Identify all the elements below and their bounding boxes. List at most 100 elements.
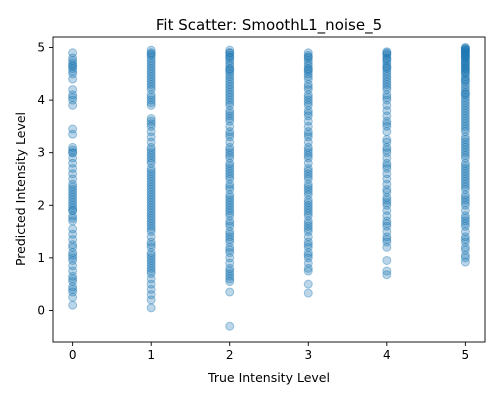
scatter-point xyxy=(460,69,470,79)
scatter-point xyxy=(225,266,235,276)
scatter-point xyxy=(146,153,156,163)
scatter-point xyxy=(225,148,235,158)
scatter-point xyxy=(460,211,470,221)
scatter-point xyxy=(146,100,156,110)
scatter-point xyxy=(68,277,78,287)
scatter-point xyxy=(68,211,78,221)
scatter-point xyxy=(460,179,470,189)
scatter-point xyxy=(68,90,78,100)
scatter-point xyxy=(460,43,470,53)
scatter-point xyxy=(68,206,78,216)
scatter-point xyxy=(382,95,392,105)
scatter-point xyxy=(303,263,313,273)
scatter-point xyxy=(303,288,313,298)
scatter-point xyxy=(382,153,392,163)
scatter-point xyxy=(225,229,235,239)
scatter-point xyxy=(68,261,78,271)
scatter-point xyxy=(303,132,313,142)
scatter-point xyxy=(225,69,235,79)
scatter-point xyxy=(225,242,235,252)
scatter-point xyxy=(225,166,235,176)
scatter-point xyxy=(303,66,313,76)
scatter-point xyxy=(382,127,392,137)
scatter-point xyxy=(303,237,313,247)
scatter-point xyxy=(460,111,470,121)
scatter-point xyxy=(460,185,470,194)
scatter-point xyxy=(382,174,392,184)
scatter-point xyxy=(382,47,392,57)
scatter-point xyxy=(68,250,78,260)
scatter-point xyxy=(460,232,470,242)
scatter-point xyxy=(382,148,392,158)
scatter-point xyxy=(460,237,470,247)
scatter-point xyxy=(460,57,470,67)
scatter-point xyxy=(303,106,313,116)
scatter-point xyxy=(68,148,78,158)
scatter-point xyxy=(225,77,235,87)
scatter-point xyxy=(460,75,470,85)
scatter-point xyxy=(146,66,156,76)
scatter-point xyxy=(68,198,78,208)
scatter-point xyxy=(225,65,235,75)
scatter-point xyxy=(225,95,235,105)
scatter-point xyxy=(146,156,156,166)
scatter-point xyxy=(225,237,235,247)
chart-title: Fit Scatter: SmoothL1_noise_5 xyxy=(156,16,382,35)
scatter-point xyxy=(382,211,392,221)
scatter-point xyxy=(303,163,313,173)
scatter-point xyxy=(460,127,470,137)
scatter-point xyxy=(68,195,78,205)
scatter-point xyxy=(303,52,313,62)
scatter-point xyxy=(382,90,392,100)
scatter-point xyxy=(303,179,313,189)
scatter-point xyxy=(146,145,156,155)
scatter-point xyxy=(382,56,392,66)
scatter-point xyxy=(146,69,156,79)
scatter-point xyxy=(225,50,235,60)
scatter-point xyxy=(68,142,78,152)
scatter-point xyxy=(460,182,470,192)
scatter-point xyxy=(382,270,392,280)
scatter-point xyxy=(68,48,78,58)
scatter-point xyxy=(460,253,470,263)
scatter-point xyxy=(460,59,470,69)
scatter-point xyxy=(146,279,156,289)
scatter-point xyxy=(303,100,313,110)
scatter-point xyxy=(68,190,78,200)
scatter-point xyxy=(146,53,156,63)
scatter-point xyxy=(460,45,470,55)
scatter-point xyxy=(225,121,235,131)
scatter-point xyxy=(460,148,470,158)
scatter-point xyxy=(225,274,235,284)
scatter-point xyxy=(303,250,313,260)
scatter-point xyxy=(382,92,392,102)
scatter-point xyxy=(146,295,156,305)
scatter-point xyxy=(225,98,235,108)
scatter-point xyxy=(146,150,156,160)
scatter-point xyxy=(146,61,156,71)
x-tick-label: 1 xyxy=(147,348,155,362)
scatter-point xyxy=(146,179,156,189)
scatter-point xyxy=(303,174,313,184)
scatter-point xyxy=(303,169,313,179)
scatter-point xyxy=(146,219,156,229)
scatter-point xyxy=(460,77,470,87)
scatter-point xyxy=(382,161,392,171)
scatter-point xyxy=(460,108,470,118)
scatter-point xyxy=(146,116,156,126)
scatter-point xyxy=(68,287,78,297)
scatter-point xyxy=(382,206,392,216)
scatter-point xyxy=(382,185,392,194)
scatter-point xyxy=(68,282,78,292)
scatter-point xyxy=(225,248,235,258)
scatter-point xyxy=(146,74,156,84)
y-tick-label: 3 xyxy=(37,146,45,160)
scatter-point xyxy=(146,221,156,231)
scatter-point xyxy=(225,195,235,205)
scatter-point xyxy=(460,61,470,71)
scatter-point xyxy=(460,71,470,81)
scatter-point xyxy=(225,145,235,155)
scatter-point xyxy=(225,61,235,71)
scatter-point xyxy=(303,232,313,242)
scatter-point xyxy=(460,221,470,231)
